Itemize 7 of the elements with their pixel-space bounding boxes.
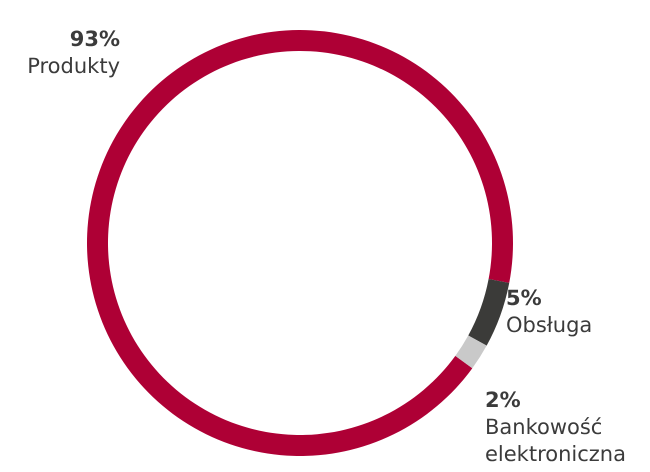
slice-label: Bankowość elektroniczna [485, 415, 626, 466]
donut-slice [455, 335, 487, 368]
data-label: 2% [485, 388, 521, 412]
slice-label: Obsługa [506, 313, 592, 337]
data-label: 5% [506, 286, 542, 310]
data-label: 93% [70, 27, 120, 51]
slice-label: Produkty [27, 54, 120, 78]
